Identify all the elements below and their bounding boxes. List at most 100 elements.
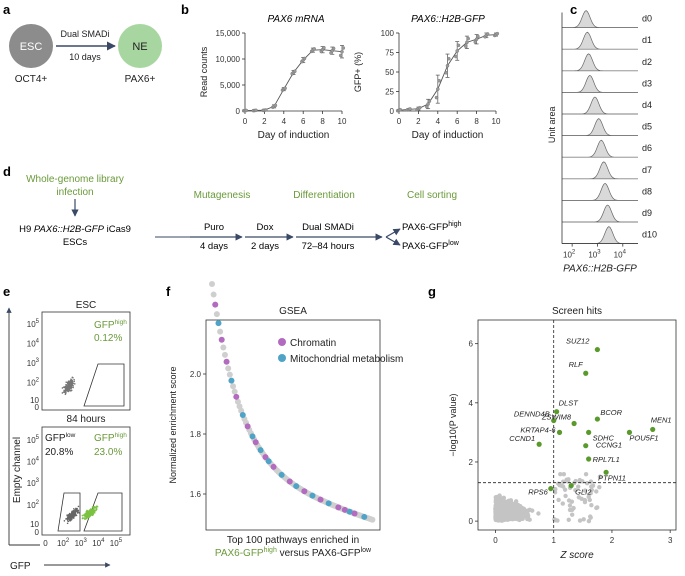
- out-high: PAX6-GFPhigh: [402, 221, 462, 233]
- pathway-point: [221, 351, 228, 358]
- y-tick-label: 10,000: [216, 55, 241, 64]
- hit-label: KRTAP4-6: [520, 425, 556, 434]
- gene-point: [597, 484, 602, 490]
- x-axis-title: GFP: [10, 561, 31, 572]
- esc-event: [72, 384, 74, 387]
- high-event: [86, 512, 89, 514]
- y-tick-label: 104: [27, 338, 40, 348]
- pathway-point: [223, 358, 230, 365]
- data-point: [465, 40, 469, 45]
- data-point: [341, 46, 346, 50]
- pax6-mrna-chart: 0 5,000 10,000 15,000 0 2 4 6 8 10 Day of inductio…: [199, 29, 347, 141]
- esc-event: [66, 386, 68, 389]
- hit-label: SDHC: [593, 433, 615, 442]
- y-tick-label: 10: [30, 396, 39, 405]
- a-arrow-top: Dual SMADi: [60, 29, 109, 39]
- esc-event: [65, 384, 68, 387]
- gene-point: [494, 516, 500, 522]
- panel-label-d: d: [3, 164, 11, 179]
- high-event: [92, 509, 95, 512]
- top-plot-title: ESC: [76, 300, 97, 311]
- data-point: [398, 108, 403, 112]
- low-event: [71, 513, 74, 516]
- gene-point: [566, 517, 571, 522]
- esc-event: [61, 392, 64, 394]
- low-event: [75, 513, 77, 516]
- data-point: [312, 47, 316, 51]
- x-tick-label: 4: [436, 117, 441, 126]
- esc-node: [9, 24, 53, 68]
- panel-label-e: e: [3, 284, 10, 299]
- screen-hits-chart: Screen hits 0 1 2 3 0 2 4 6 Z score −log10(P value…: [448, 306, 677, 561]
- gene-point: [583, 472, 589, 477]
- stage-sorting: Cell sorting: [407, 190, 457, 201]
- high-event: [85, 517, 88, 520]
- x-tick-label: 102: [57, 538, 70, 548]
- pathway-point: [309, 492, 316, 499]
- histogram-label: d8: [642, 186, 652, 196]
- data-point: [455, 49, 459, 53]
- data-point: [476, 34, 480, 39]
- low-event: [75, 507, 77, 510]
- x-axis-title-line2: PAX6-GFPhigh versus PAX6-GFPlow: [215, 547, 372, 559]
- high-event: [85, 516, 87, 518]
- histogram-label: d1: [642, 35, 652, 45]
- gene-point: [556, 497, 561, 503]
- y-tick-label: 0: [469, 517, 474, 526]
- gene-point: [576, 495, 582, 500]
- y-tick-label: 102: [27, 500, 40, 510]
- low-event: [74, 512, 76, 514]
- histogram-d6: [562, 139, 638, 158]
- sort-arrow-low: [385, 236, 401, 246]
- cells-line2: ESCs: [63, 237, 88, 248]
- pathway-point: [210, 291, 217, 298]
- x-tick-label: 0: [243, 117, 248, 126]
- gene-point: [495, 508, 500, 513]
- high-event: [87, 513, 90, 515]
- stage-differentiation: Differentiation: [293, 190, 355, 201]
- y-tick-label: 75: [385, 49, 394, 58]
- y-tick-label: 10: [30, 520, 39, 529]
- panel-label-a: a: [3, 2, 11, 17]
- data-point: [474, 37, 479, 41]
- gene-point: [569, 512, 575, 517]
- tick-exponent: 5: [36, 435, 40, 441]
- superscript: low: [66, 432, 76, 439]
- x-title-part: high: [264, 547, 277, 554]
- gene-point: [513, 509, 518, 514]
- data-point: [331, 46, 336, 51]
- hit-point: [603, 469, 609, 475]
- hit-point: [650, 426, 656, 433]
- gfp-high-gate: [83, 492, 123, 532]
- esc-event: [69, 381, 72, 383]
- x-tick-label: 102: [563, 250, 576, 260]
- hit-label: POU5F1: [629, 433, 658, 442]
- esc-event: [70, 384, 73, 386]
- low-event: [66, 516, 69, 519]
- y-tick-label: 0: [35, 403, 40, 412]
- y-tick-label: 2: [469, 458, 474, 467]
- histogram-d2: [562, 53, 638, 72]
- tick-exponent: 2: [572, 250, 576, 256]
- low-gate-label: GFPlow: [45, 432, 76, 444]
- high-event: [89, 514, 92, 517]
- y-tick-label: 0: [390, 107, 395, 116]
- esc-marker: OCT4+: [15, 74, 48, 85]
- y-tick-label: 1.8: [190, 430, 202, 439]
- histogram-label: d6: [642, 143, 652, 153]
- histogram-label: d3: [642, 78, 652, 88]
- x-tick-label: 8: [474, 117, 479, 126]
- histogram-label: d10: [642, 230, 657, 240]
- data-point: [283, 86, 287, 90]
- y-tick-label: 105: [27, 319, 40, 329]
- gene-point: [506, 509, 512, 514]
- esc-event: [61, 387, 64, 389]
- infection-line1: Whole-genome library: [26, 174, 124, 185]
- x-axis-title: Z score: [559, 550, 594, 561]
- gene-point: [518, 512, 523, 517]
- high-event: [95, 506, 97, 509]
- hit-point: [586, 456, 592, 462]
- pathway-point: [213, 311, 220, 318]
- hit-point: [548, 485, 554, 492]
- b1-title: PAX6 mRNA: [267, 14, 324, 25]
